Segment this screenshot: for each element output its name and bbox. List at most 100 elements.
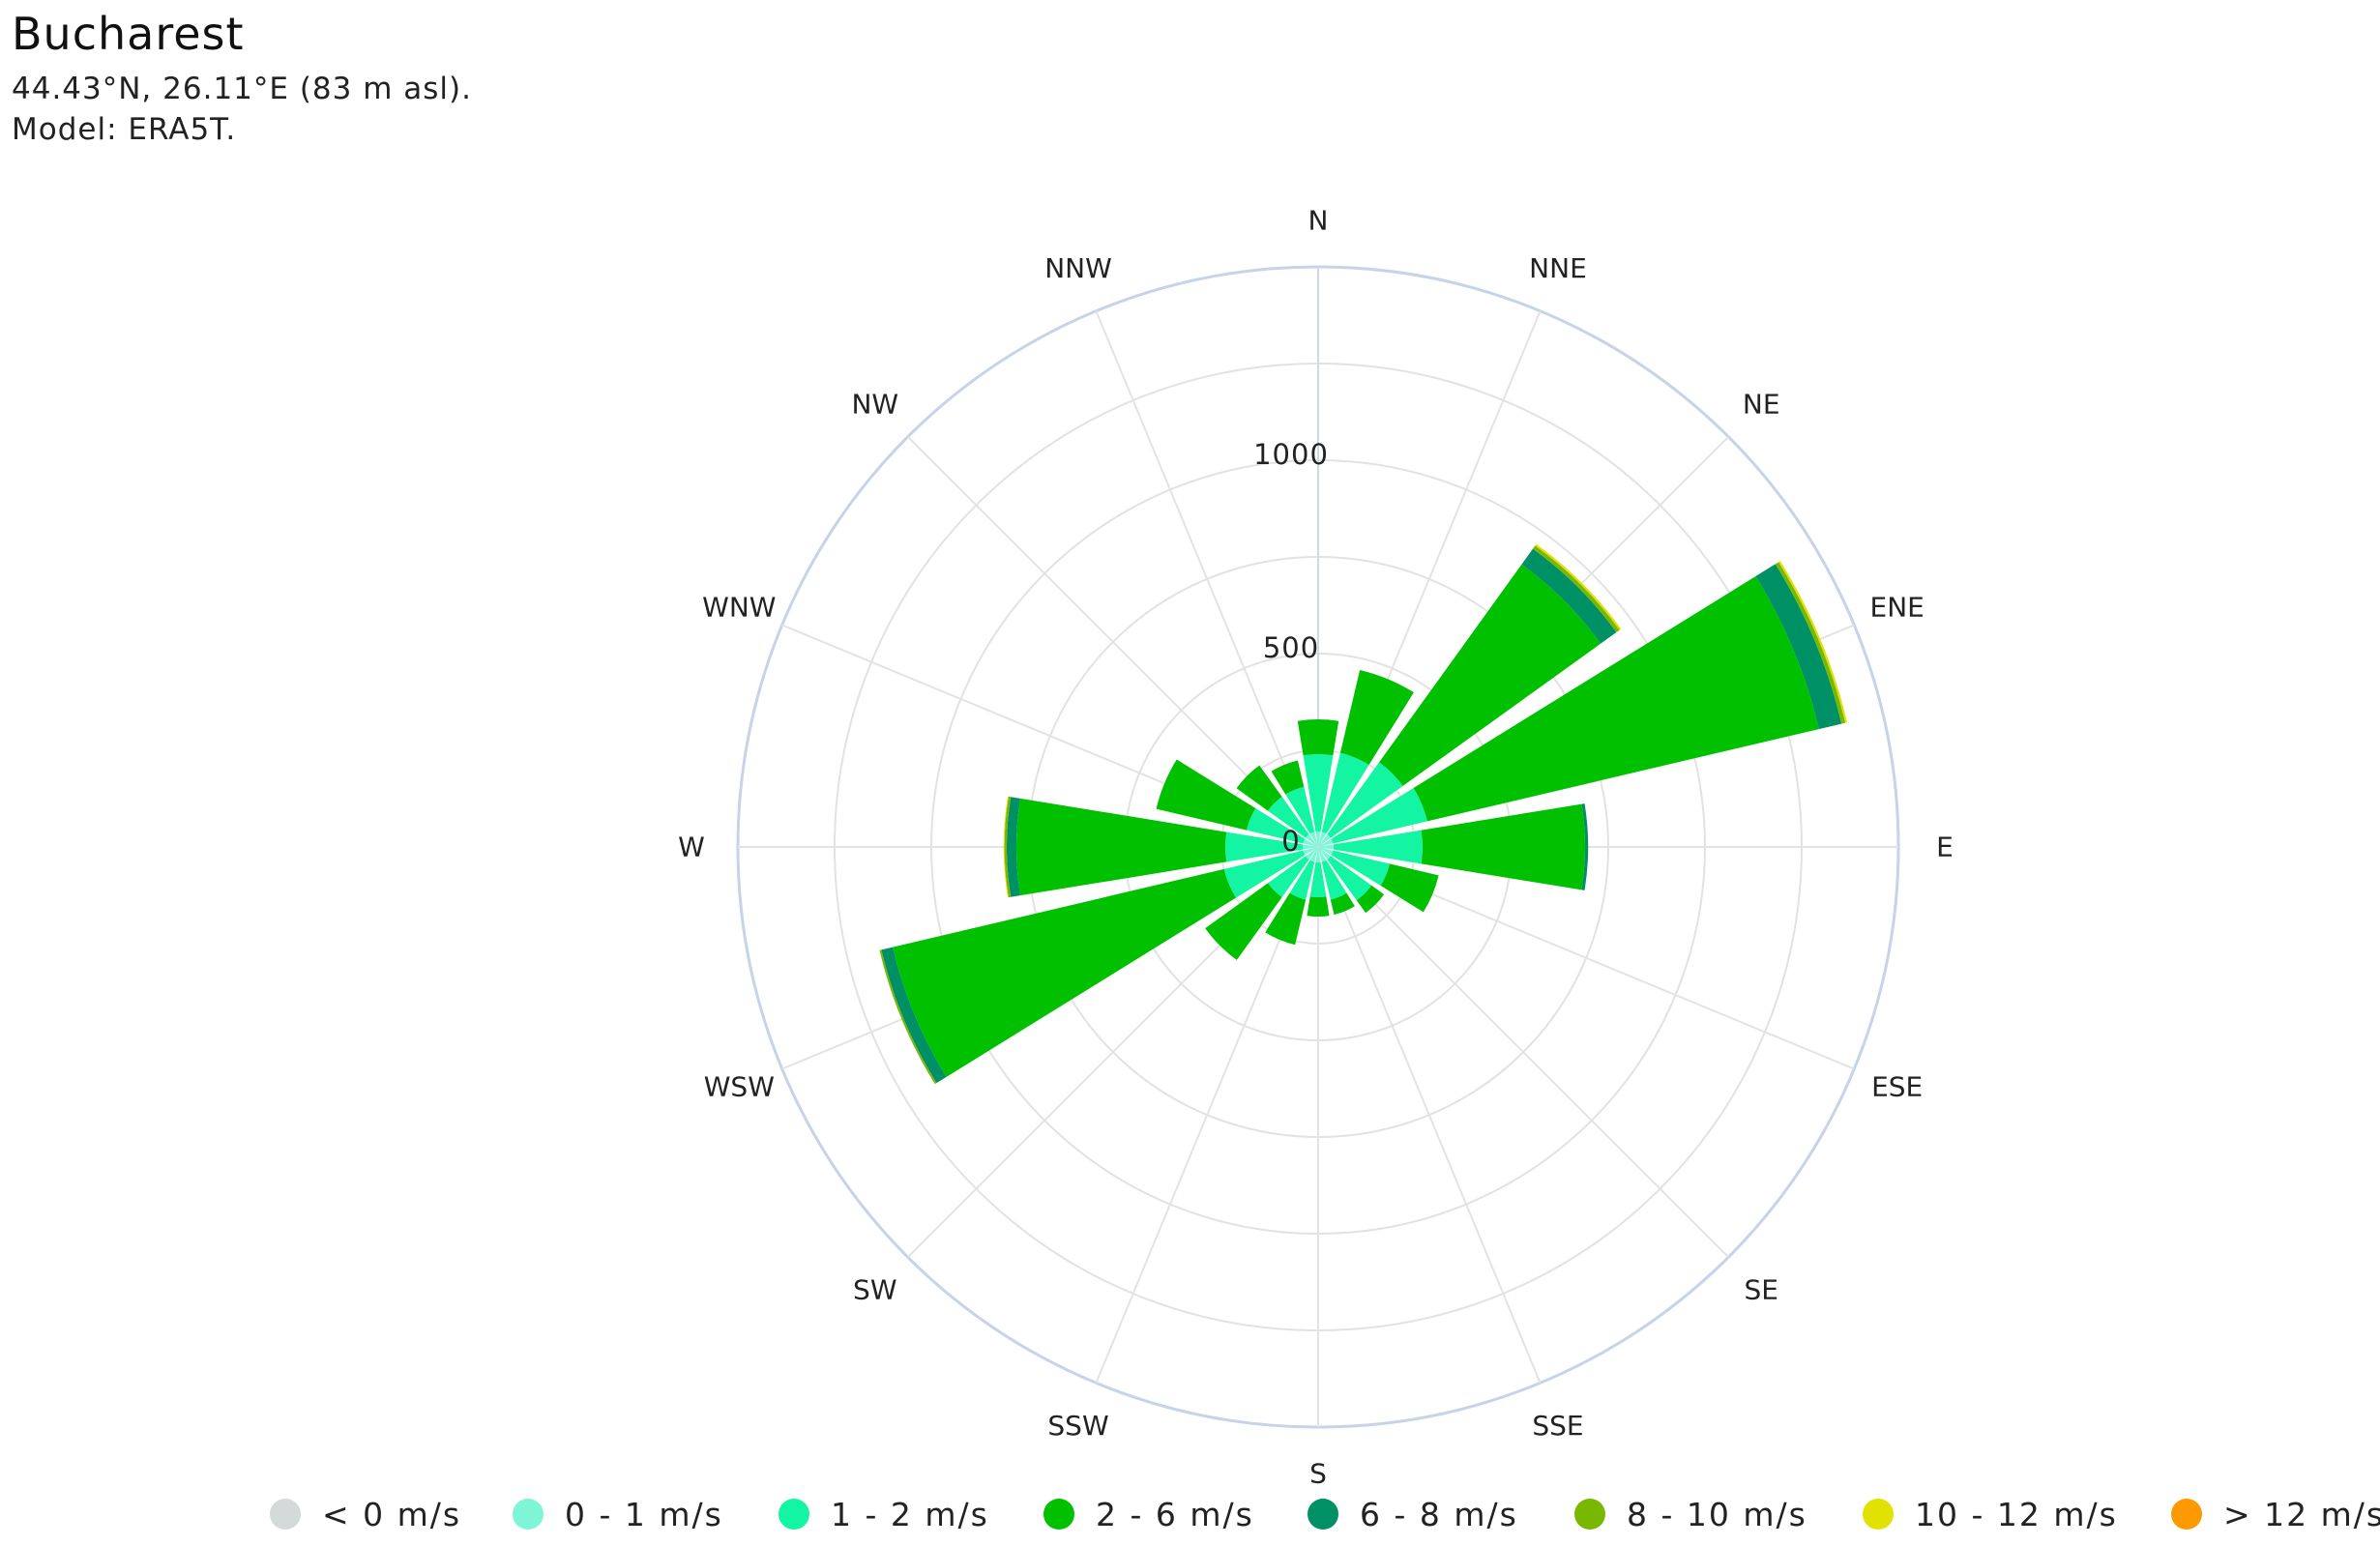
direction-label-wsw: WSW xyxy=(704,1070,775,1102)
bar-nnw-segment[interactable] xyxy=(1271,760,1305,795)
bar-s-segment[interactable] xyxy=(1307,896,1330,917)
bar-ese-segment[interactable] xyxy=(1318,847,1334,856)
wind-rose-bars xyxy=(879,543,1848,1085)
bar-w-segment[interactable] xyxy=(1003,796,1009,898)
bar-w-segment[interactable] xyxy=(1225,831,1304,862)
bar-se-segment[interactable] xyxy=(1356,885,1385,914)
legend-swatch xyxy=(270,1499,301,1530)
bar-ene-segment[interactable] xyxy=(1755,564,1842,730)
bar-wnw-segment[interactable] xyxy=(1156,759,1256,831)
bar-sse-segment[interactable] xyxy=(1321,860,1347,900)
bar-ene-segment[interactable] xyxy=(1318,838,1334,847)
direction-label-nne: NNE xyxy=(1529,252,1587,284)
bar-s-segment[interactable] xyxy=(1309,861,1327,897)
legend-label: 1 - 2 m/s xyxy=(831,1496,989,1533)
bar-ssw-segment[interactable] xyxy=(1265,892,1307,946)
bar-nw-segment[interactable] xyxy=(1268,797,1309,838)
location-subtitle: 44.43°N, 26.11°E (83 m asl). xyxy=(12,72,472,106)
bar-ssw-segment[interactable] xyxy=(1289,860,1315,900)
bar-e-segment[interactable] xyxy=(1581,803,1589,890)
bar-w-segment[interactable] xyxy=(1015,798,1227,896)
direction-label-ene: ENE xyxy=(1870,592,1925,624)
direction-label-nnw: NNW xyxy=(1044,252,1112,284)
legend-item[interactable]: 6 - 8 m/s xyxy=(1308,1496,1518,1533)
bar-sw-segment[interactable] xyxy=(1306,847,1318,860)
bar-ene-segment[interactable] xyxy=(1331,787,1427,844)
legend-label: 0 - 1 m/s xyxy=(565,1496,723,1533)
legend-item[interactable]: < 0 m/s xyxy=(270,1496,461,1533)
bar-ssw-segment[interactable] xyxy=(1309,847,1318,862)
direction-label-ne: NE xyxy=(1743,388,1780,420)
direction-label-nw: NW xyxy=(851,388,898,420)
legend-label: > 12 m/s xyxy=(2223,1496,2380,1533)
direction-label-e: E xyxy=(1936,831,1954,863)
bar-w-segment[interactable] xyxy=(1004,796,1012,898)
legend-item[interactable]: 10 - 12 m/s xyxy=(1863,1496,2118,1533)
legend-swatch xyxy=(1574,1499,1605,1530)
bar-sse-segment[interactable] xyxy=(1318,847,1327,862)
bar-e-segment[interactable] xyxy=(1333,830,1423,864)
bar-w-segment[interactable] xyxy=(1303,844,1318,850)
bar-n-segment[interactable] xyxy=(1315,831,1321,847)
bar-e-segment[interactable] xyxy=(1318,844,1334,850)
radial-tick-labels: 0 500 1000 xyxy=(1253,438,1329,858)
bar-ne-segment[interactable] xyxy=(1327,762,1403,838)
spoke xyxy=(1317,846,1542,1384)
spoke xyxy=(1095,310,1319,848)
bar-ne-segment[interactable] xyxy=(1521,548,1617,644)
bar-sw-segment[interactable] xyxy=(1205,883,1282,960)
bar-nne-segment[interactable] xyxy=(1339,670,1414,765)
radial-tick-label: 500 xyxy=(1263,631,1319,664)
bar-nne-segment[interactable] xyxy=(1321,752,1369,834)
radial-tick-label: 0 xyxy=(1281,825,1300,858)
bar-nne-segment[interactable] xyxy=(1318,831,1327,847)
bar-e-segment[interactable] xyxy=(1421,803,1585,890)
legend-swatch xyxy=(1043,1499,1074,1530)
bar-sse-segment[interactable] xyxy=(1330,892,1355,916)
bar-nw-segment[interactable] xyxy=(1306,834,1318,847)
direction-label-w: W xyxy=(678,831,705,863)
legend-swatch xyxy=(1863,1499,1894,1530)
bar-w-segment[interactable] xyxy=(1006,797,1021,897)
direction-labels: N NNE NE ENE E ESE SE SSE S SSW SW WSW W WNW NW NNW xyxy=(678,205,1954,1490)
bar-nnw-segment[interactable] xyxy=(1309,831,1318,847)
legend-swatch xyxy=(1308,1499,1338,1530)
bar-wsw-segment[interactable] xyxy=(1303,847,1318,856)
legend-item[interactable]: 1 - 2 m/s xyxy=(779,1496,989,1533)
direction-label-n: N xyxy=(1308,205,1329,237)
bar-wsw-segment[interactable] xyxy=(1223,850,1306,898)
legend-swatch xyxy=(2171,1499,2202,1530)
bar-ese-segment[interactable] xyxy=(1380,863,1439,913)
bar-wsw-segment[interactable] xyxy=(881,947,947,1084)
bar-n-segment[interactable] xyxy=(1297,718,1339,756)
legend-label: < 0 m/s xyxy=(322,1496,461,1533)
legend-item[interactable]: 0 - 1 m/s xyxy=(513,1496,723,1533)
direction-label-sw: SW xyxy=(853,1274,896,1306)
bar-wsw-segment[interactable] xyxy=(893,868,1236,1077)
bar-sw-segment[interactable] xyxy=(1268,856,1309,897)
chart-title: Bucharest xyxy=(12,8,245,60)
legend-item[interactable]: > 12 m/s xyxy=(2171,1496,2380,1533)
bar-se-segment[interactable] xyxy=(1318,847,1331,860)
radial-tick-label: 1000 xyxy=(1253,438,1329,471)
legend-item[interactable]: 8 - 10 m/s xyxy=(1574,1496,1807,1533)
bar-ene-segment[interactable] xyxy=(1413,576,1819,822)
bar-nnw-segment[interactable] xyxy=(1285,786,1315,834)
direction-label-ssw: SSW xyxy=(1047,1410,1108,1442)
bar-wnw-segment[interactable] xyxy=(1303,838,1318,847)
bar-ne-segment[interactable] xyxy=(1533,545,1620,632)
legend-item[interactable]: 2 - 6 m/s xyxy=(1043,1496,1254,1533)
bar-wnw-segment[interactable] xyxy=(1247,808,1306,844)
bar-nw-segment[interactable] xyxy=(1236,765,1282,811)
bar-s-segment[interactable] xyxy=(1315,847,1321,862)
bar-se-segment[interactable] xyxy=(1327,856,1372,901)
bar-ne-segment[interactable] xyxy=(1379,564,1601,786)
polar-grid xyxy=(736,265,1900,1429)
bar-ese-segment[interactable] xyxy=(1331,850,1390,886)
bar-ene-segment[interactable] xyxy=(1775,562,1846,724)
bar-n-segment[interactable] xyxy=(1303,754,1334,832)
spoke xyxy=(1317,846,1729,1258)
bar-ne-segment[interactable] xyxy=(1318,834,1331,847)
legend: < 0 m/s 0 - 1 m/s 1 - 2 m/s 2 - 6 m/s 6 - 8 … xyxy=(270,1496,2380,1533)
